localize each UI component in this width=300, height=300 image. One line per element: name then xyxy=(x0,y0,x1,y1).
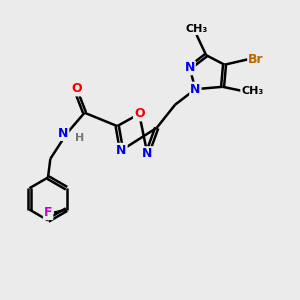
Text: O: O xyxy=(71,82,82,95)
Text: O: O xyxy=(134,107,145,120)
Text: F: F xyxy=(44,206,52,219)
Text: N: N xyxy=(58,127,68,140)
Text: CH₃: CH₃ xyxy=(241,86,263,96)
Text: H: H xyxy=(76,133,85,143)
Text: N: N xyxy=(190,83,201,96)
Text: N: N xyxy=(116,144,127,157)
Text: Br: Br xyxy=(248,53,264,66)
Text: N: N xyxy=(142,147,152,160)
Text: CH₃: CH₃ xyxy=(185,24,208,34)
Text: N: N xyxy=(184,61,195,74)
